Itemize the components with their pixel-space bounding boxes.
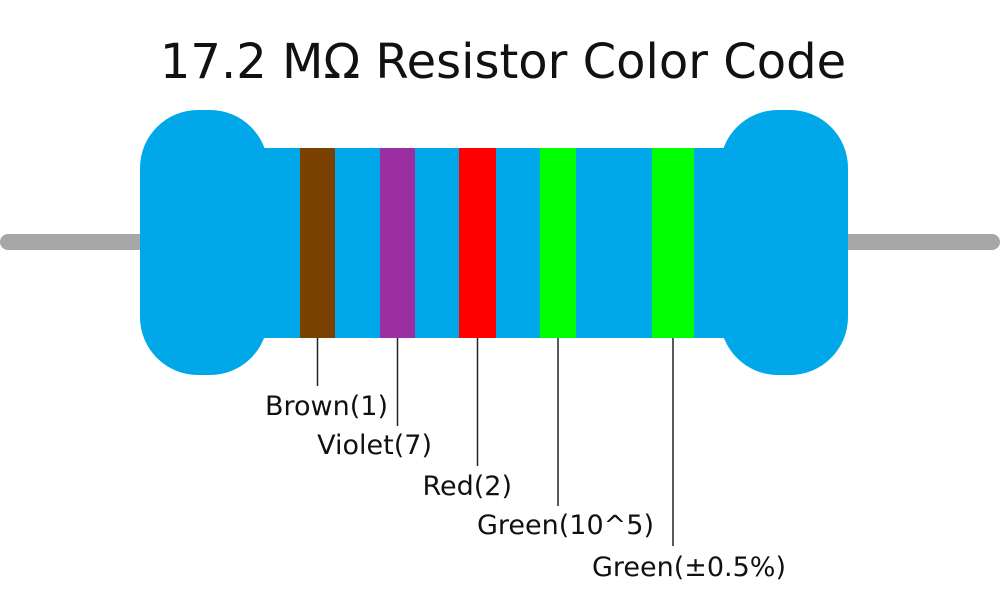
right-cap: [720, 110, 848, 375]
left-cap: [140, 110, 268, 375]
title: 17.2 MΩ Resistor Color Code: [160, 34, 846, 90]
band-label: Red(2): [422, 471, 512, 502]
color-band: [380, 148, 415, 338]
band-label: Green(±0.5%): [592, 552, 786, 583]
color-band: [540, 148, 576, 338]
band-label: Brown(1): [265, 391, 388, 422]
band-label: Green(10^5): [477, 510, 654, 541]
color-band: [300, 148, 335, 338]
bands: Brown(1) Violet(7) Red(2) Green(10^5) Green(…: [265, 148, 786, 583]
color-band: [652, 148, 694, 338]
color-band: [459, 148, 496, 338]
band-label: Violet(7): [317, 430, 432, 461]
